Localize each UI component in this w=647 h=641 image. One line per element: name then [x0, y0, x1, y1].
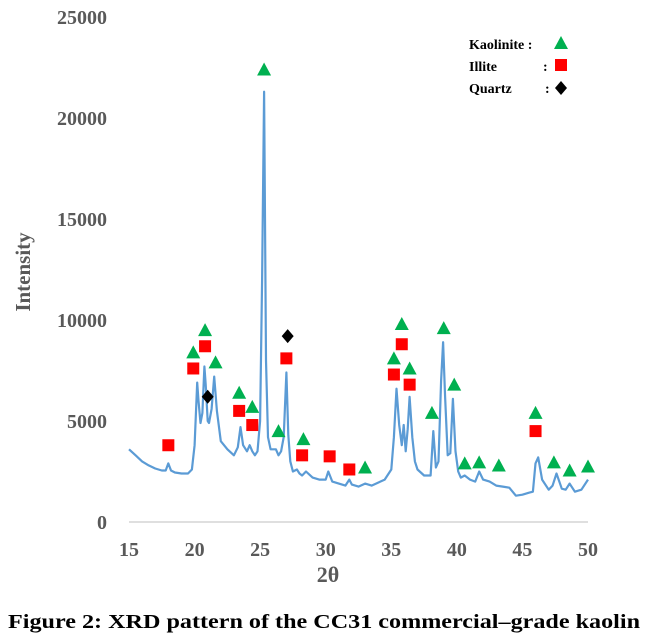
legend-symbol-kaolinite	[554, 36, 568, 49]
y-tick-label: 20000	[57, 108, 107, 130]
x-tick-label: 25	[250, 539, 270, 561]
y-tick-label: 25000	[57, 7, 107, 29]
illite-marker	[280, 352, 293, 365]
x-tick-label: 40	[447, 539, 467, 561]
kaolinite-marker	[386, 351, 401, 365]
legend-label-illite: Illite	[469, 60, 497, 75]
y-tick-label: 10000	[57, 310, 107, 332]
illite-marker	[529, 425, 542, 438]
x-tick-label: 20	[185, 539, 205, 561]
kaolinite-marker	[208, 355, 223, 369]
kaolinite-marker	[257, 62, 272, 76]
illite-marker	[233, 404, 246, 417]
legend-sep-quartz: :	[545, 82, 550, 97]
kaolinite-marker	[198, 323, 213, 337]
x-tick-label: 35	[381, 539, 401, 561]
illite-marker	[187, 362, 200, 375]
legend-label-quartz: Quartz	[469, 82, 512, 97]
illite-marker	[395, 338, 408, 351]
y-tick-labels: 0 5000 10000 15000 20000 25000	[57, 7, 107, 534]
illite-marker	[323, 450, 336, 463]
kaolinite-marker	[546, 455, 561, 469]
kaolinite-marker	[232, 385, 247, 399]
x-tick-label: 30	[316, 539, 336, 561]
quartz-marker	[281, 329, 294, 344]
illite-marker	[387, 368, 400, 381]
kaolinite-marker	[271, 424, 286, 438]
legend-symbol-quartz	[555, 81, 567, 95]
legend-sep-illite: :	[543, 60, 548, 75]
kaolinite-marker	[491, 458, 506, 472]
kaolinite-marker	[186, 345, 201, 359]
illite-marker	[246, 419, 259, 432]
x-tick-label: 15	[119, 539, 139, 561]
legend-label-kaolinite: Kaolinite :	[469, 38, 532, 53]
phase-markers	[162, 62, 595, 477]
kaolinite-marker	[581, 459, 595, 473]
legend: Kaolinite : Illite : Quartz :	[469, 36, 568, 97]
kaolinite-marker	[358, 460, 373, 474]
quartz-marker	[201, 389, 214, 404]
series-line-xrd	[128, 90, 589, 497]
x-axis-title: 2θ	[317, 562, 339, 587]
figure-caption: Figure 2: XRD pattern of the CC31 commer…	[8, 611, 640, 633]
illite-marker	[296, 449, 309, 462]
kaolinite-marker	[457, 456, 472, 470]
x-tick-label: 50	[578, 539, 598, 561]
kaolinite-marker	[562, 463, 577, 477]
illite-marker	[162, 439, 175, 452]
x-tick-label: 45	[512, 539, 532, 561]
illite-marker	[199, 340, 212, 353]
illite-marker	[343, 463, 356, 476]
kaolinite-marker	[447, 377, 462, 391]
kaolinite-marker	[245, 399, 260, 413]
y-tick-label: 5000	[67, 411, 107, 433]
kaolinite-marker	[394, 317, 409, 331]
x-tick-labels: 15 20 25 30 35 40 45 50	[119, 539, 598, 561]
y-tick-label: 15000	[57, 209, 107, 231]
kaolinite-marker	[436, 321, 451, 335]
legend-symbol-illite	[555, 59, 567, 71]
y-tick-label: 0	[97, 512, 107, 534]
y-axis-title: Intensity	[11, 232, 35, 312]
kaolinite-marker	[402, 361, 417, 375]
kaolinite-marker	[296, 432, 311, 446]
kaolinite-marker	[472, 455, 487, 469]
kaolinite-marker	[424, 405, 439, 419]
illite-marker	[403, 378, 416, 391]
kaolinite-marker	[528, 405, 543, 419]
